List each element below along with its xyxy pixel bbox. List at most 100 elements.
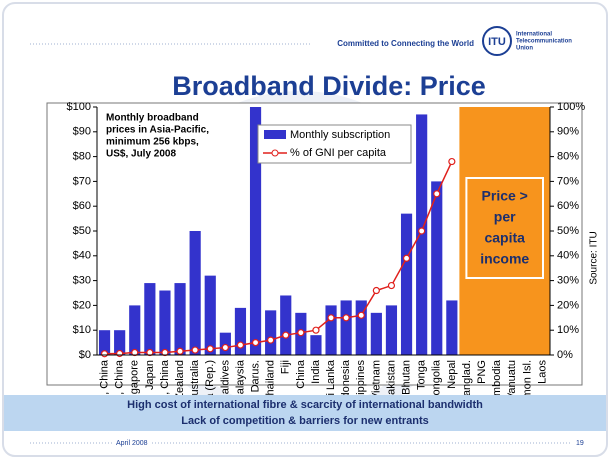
x-tick-label: Banglad. <box>461 360 473 403</box>
bar <box>265 310 277 355</box>
band-text: High cost of international fibre & scarc… <box>127 399 483 411</box>
bar <box>370 312 382 355</box>
bar <box>189 231 201 355</box>
x-tick-label: Vanuatu <box>506 360 518 400</box>
y2-tick-label: 10% <box>557 324 579 336</box>
x-tick-label: Maldives <box>219 360 231 404</box>
line-marker <box>387 281 396 290</box>
bar <box>400 213 413 355</box>
legend-label: % of GNI per capita <box>290 147 387 159</box>
tagline: Committed to Connecting the World <box>337 39 474 48</box>
y2-tick-label: 100% <box>557 101 585 113</box>
legend-marker <box>271 149 279 157</box>
y2-tick-label: 0% <box>557 349 573 361</box>
line-marker <box>418 227 426 235</box>
x-tick-label: Malaysia <box>234 359 246 403</box>
box-text: Price > <box>482 188 528 204</box>
logo-text: Telecommunication <box>516 39 572 45</box>
y2-tick-label: 60% <box>557 200 579 212</box>
x-tick-label: Brunei Darus. <box>249 360 261 427</box>
no-data-box <box>459 107 550 355</box>
y-tick-label: $60 <box>73 200 91 212</box>
y-tick-label: $100 <box>67 101 91 113</box>
bar <box>310 335 322 355</box>
chart: $0 $10 $20 $30 $40 $50 $60 $70 $80 $90 $100 0% 10% 20… <box>67 101 600 429</box>
line-marker <box>297 329 305 337</box>
y2-tick-label: 90% <box>557 126 579 138</box>
x-tick-label: PNG <box>476 360 488 384</box>
y2-tick-label: 50% <box>557 225 579 237</box>
line-marker <box>402 254 411 262</box>
bar <box>159 290 171 355</box>
x-tick-label: Australia <box>189 359 201 403</box>
bar <box>416 114 428 355</box>
y-tick-label: $10 <box>73 324 91 336</box>
line-marker <box>206 345 214 353</box>
x-tick-label: Mongolia <box>431 359 443 405</box>
x-tick-label: India <box>310 359 322 384</box>
y-tick-label: $0 <box>79 349 91 361</box>
box-text: capita <box>484 230 525 246</box>
line-marker <box>372 286 380 295</box>
annotation: US$, July 2008 <box>106 149 176 160</box>
band-text: Lack of competition & barriers for new e… <box>181 415 429 427</box>
bar <box>174 283 186 355</box>
legend-label: Monthly subscription <box>290 129 390 141</box>
slide-title: Broadband Divide: Price <box>172 71 486 101</box>
box-inner <box>465 177 544 279</box>
line-marker <box>282 331 290 339</box>
line-marker <box>131 348 139 357</box>
line-marker <box>116 349 124 358</box>
bar <box>98 330 111 355</box>
logo <box>482 26 512 56</box>
y-tick-label: $50 <box>73 225 91 237</box>
y-tick-label: $90 <box>73 126 91 138</box>
x-tick-label: Laos <box>536 360 548 384</box>
line-marker <box>251 339 260 347</box>
y-tick-label: $40 <box>73 250 91 262</box>
logo-mark: ITU <box>488 36 506 48</box>
bar <box>355 300 367 355</box>
line-marker <box>191 346 199 354</box>
bar <box>431 181 443 355</box>
logo-text: Union <box>516 46 533 52</box>
annotation: minimum 256 kbps, <box>106 137 199 148</box>
line-marker <box>236 341 245 349</box>
bar <box>234 307 247 355</box>
line-marker <box>327 314 335 322</box>
x-tick-label: Fiji <box>280 360 292 374</box>
y2-tick-label: 30% <box>557 275 579 287</box>
page-number: 19 <box>576 440 584 447</box>
bar <box>204 275 216 355</box>
bar <box>385 305 398 355</box>
bar <box>219 332 231 355</box>
y-tick-label: $20 <box>73 299 91 311</box>
line-marker <box>146 348 154 357</box>
y2-tick-label: 70% <box>557 175 579 187</box>
bar <box>249 107 262 355</box>
line-marker <box>100 350 109 358</box>
line-marker <box>357 311 365 319</box>
annotation: prices in Asia-Pacific, <box>106 125 209 136</box>
x-tick-label: Pakistan <box>385 360 397 402</box>
bar <box>280 295 292 355</box>
y2-tick-label: 80% <box>557 151 579 163</box>
source: Source: ITU <box>589 231 600 284</box>
y2-tick-label: 40% <box>557 250 579 262</box>
box-text: income <box>480 251 529 267</box>
bar <box>340 300 352 355</box>
bar <box>325 305 337 355</box>
x-tick-label: Vietnam <box>370 360 382 400</box>
logo-text: International <box>516 32 552 38</box>
bar <box>144 283 156 355</box>
legend-swatch <box>264 130 286 139</box>
bar <box>114 330 126 355</box>
box-text: per <box>494 209 516 225</box>
line-marker <box>161 348 169 357</box>
line-marker <box>433 190 441 198</box>
y-tick-label: $80 <box>73 151 91 163</box>
x-tick-label: China <box>295 359 307 389</box>
x-tick-label: Thailand <box>265 360 277 402</box>
line-marker <box>176 347 184 355</box>
